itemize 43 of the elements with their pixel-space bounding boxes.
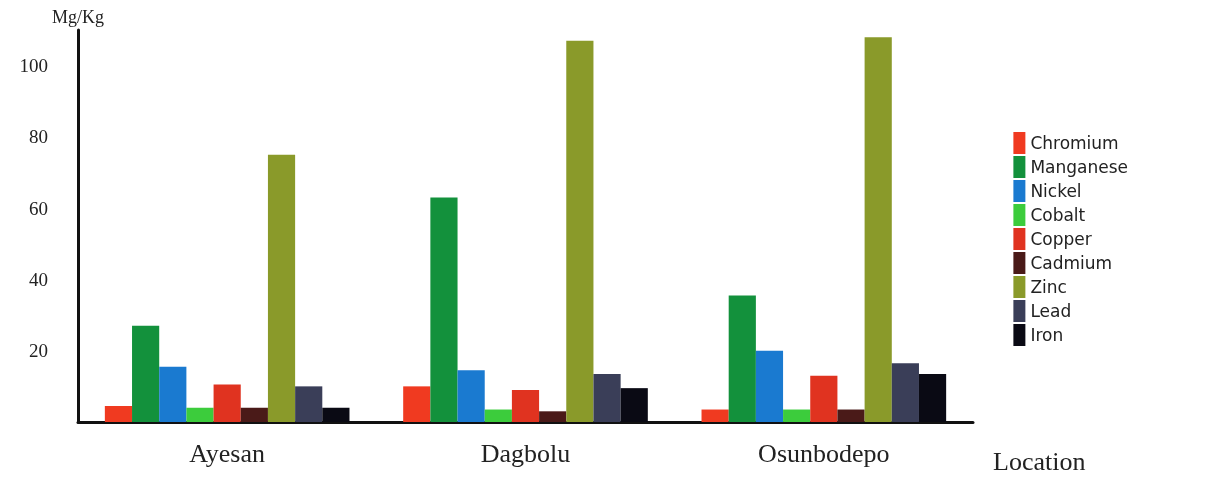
x-tick-label: Dagbolu (480, 438, 571, 468)
bar (701, 409, 729, 422)
bar (104, 405, 133, 422)
bar (186, 407, 214, 422)
x-axis-title: Location (993, 446, 1086, 476)
y-tick-label: 80 (29, 126, 48, 148)
bar (403, 386, 431, 422)
bar (295, 386, 323, 422)
bar (539, 411, 567, 422)
bar (457, 370, 485, 422)
legend-label: Nickel (1030, 181, 1082, 201)
legend-label: Zinc (1030, 277, 1067, 297)
bar (430, 197, 458, 422)
bar (593, 373, 621, 422)
y-tick-label: 100 (19, 55, 48, 77)
bar (159, 366, 187, 422)
bar (810, 375, 838, 422)
y-tick-label: 20 (29, 340, 48, 362)
bar (837, 409, 865, 422)
legend-label: Copper (1030, 229, 1092, 249)
bar (132, 325, 160, 422)
legend-label: Iron (1030, 325, 1064, 345)
x-tick-label: Ayesan (189, 438, 265, 468)
legend-label: Chromium (1030, 133, 1119, 153)
bar (728, 295, 756, 422)
legend-label: Cadmium (1030, 253, 1113, 273)
bar (783, 409, 811, 422)
bar (511, 389, 540, 422)
bar (484, 409, 512, 422)
bar (891, 363, 919, 422)
bar (864, 37, 892, 422)
bar (240, 407, 268, 422)
legend-label: Manganese (1030, 157, 1129, 177)
x-tick-label: Osunbodepo (758, 438, 890, 468)
y-tick-label: 40 (29, 268, 48, 290)
legend-label: Cobalt (1030, 205, 1086, 225)
y-tick-label: 60 (29, 197, 48, 219)
y-axis-title: Mg/Kg (51, 7, 105, 27)
bar (213, 384, 241, 422)
bar (566, 40, 594, 422)
legend-label: Lead (1030, 301, 1072, 321)
bar (755, 350, 784, 422)
bar (267, 154, 296, 422)
